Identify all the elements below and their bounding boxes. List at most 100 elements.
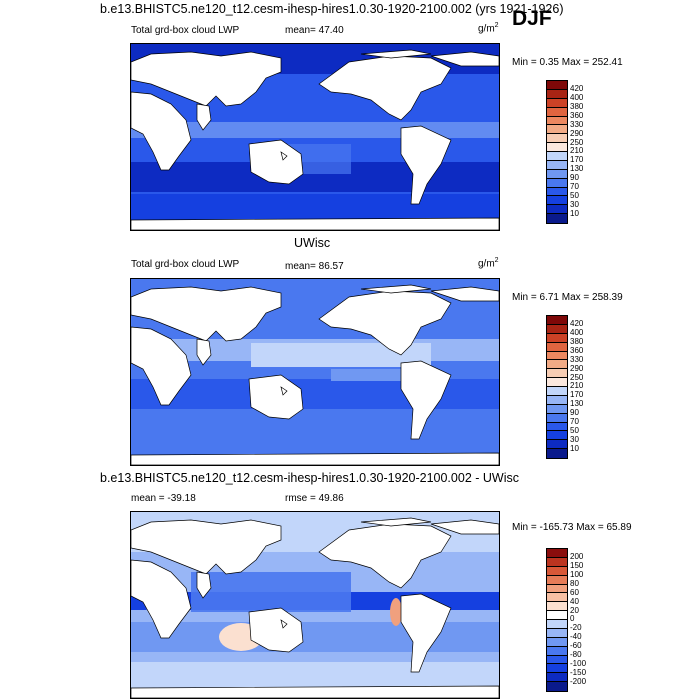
panel2-colorbar-swatch xyxy=(547,316,567,325)
panel3-colorbar-swatch xyxy=(547,637,567,647)
panel2-mean-label: mean= 86.57 xyxy=(285,261,344,272)
panel1-colorbar-labels: 420 400 380 360 330 290 250 210 170 130 … xyxy=(570,84,610,226)
panel2-colorbar-tick: 30 xyxy=(570,434,579,444)
panel3-colorbar-swatch xyxy=(547,664,567,674)
panel3-heading: b.e13.BHISTC5.ne120_t12.cesm-ihesp-hires… xyxy=(100,471,519,485)
panel2-colorbar-tick: 380 xyxy=(570,337,584,347)
panel2-colorbar-swatch xyxy=(547,387,567,396)
panel3-colorbar-tick: 40 xyxy=(570,596,579,606)
panel2-colorbar-swatch xyxy=(547,360,567,370)
panel1-minmax-label: Min = 0.35 Max = 252.41 xyxy=(512,57,623,68)
panel3-colorbar-tick: 200 xyxy=(570,552,584,562)
panel1-colorbar xyxy=(546,80,568,224)
panel2-colorbar-tick: 170 xyxy=(570,390,584,400)
panel3-colorbar-tick: 150 xyxy=(570,561,584,571)
panel3-colorbar-tick: 80 xyxy=(570,578,579,588)
panel3-colorbar xyxy=(546,548,568,692)
case-title: b.e13.BHISTC5.ne120_t12.cesm-ihesp-hires… xyxy=(100,2,564,16)
panel1-colorbar-swatch xyxy=(547,98,567,108)
panel2-map xyxy=(130,278,500,466)
panel3-colorbar-swatch xyxy=(547,584,567,594)
panel3-colorbar-swatch xyxy=(547,682,567,691)
panel1-map-graphic xyxy=(131,44,499,230)
panel3-colorbar-tick: 20 xyxy=(570,605,579,615)
panel3-colorbar-swatch xyxy=(547,566,567,576)
panel3-map xyxy=(130,511,500,699)
panel3-colorbar-swatch xyxy=(547,655,567,665)
panel1-colorbar-swatch xyxy=(547,160,567,170)
panel1-colorbar-swatch xyxy=(547,125,567,135)
panel3-colorbar-tick: -40 xyxy=(570,632,582,642)
panel2-colorbar-swatch xyxy=(547,369,567,379)
panel1-colorbar-tick: 90 xyxy=(570,173,579,183)
panel2-colorbar-swatch xyxy=(547,413,567,423)
panel1-colorbar-swatch xyxy=(547,152,567,161)
panel1-colorbar-swatch xyxy=(547,214,567,223)
panel2-colorbar-swatch xyxy=(547,342,567,352)
panel3-colorbar-tick: 60 xyxy=(570,587,579,597)
panel2-colorbar-tick: 420 xyxy=(570,319,584,329)
panel3-colorbar-swatch xyxy=(547,557,567,567)
panel2-colorbar-tick: 290 xyxy=(570,363,584,373)
panel2-colorbar-swatch xyxy=(547,404,567,414)
panel3-map-graphic xyxy=(131,512,499,698)
panel1-colorbar-tick: 360 xyxy=(570,110,584,120)
panel3-colorbar-swatch xyxy=(547,646,567,656)
panel1-colorbar-swatch xyxy=(547,89,567,99)
panel3-rmse-label: rmse = 49.86 xyxy=(285,493,344,504)
panel2-colorbar-swatch xyxy=(547,378,567,387)
panel3-colorbar-tick: -100 xyxy=(570,658,587,668)
panel3-colorbar-swatch xyxy=(547,673,567,683)
panel2-colorbar-swatch xyxy=(547,440,567,450)
panel1-colorbar-tick: 70 xyxy=(570,181,579,191)
panel3-colorbar-swatch xyxy=(547,602,567,612)
panel1-colorbar-tick: 420 xyxy=(570,84,584,94)
panel2-colorbar-tick: 10 xyxy=(570,443,579,453)
panel2-units-label: g/m2 xyxy=(478,257,499,270)
panel3-colorbar-swatch xyxy=(547,593,567,603)
panel3-colorbar-tick: -200 xyxy=(570,676,587,686)
panel1-colorbar-tick: 290 xyxy=(570,128,584,138)
panel2-colorbar-tick: 50 xyxy=(570,425,579,435)
panel2-colorbar-swatch xyxy=(547,431,567,441)
panel2-variable-label: Total grd-box cloud LWP xyxy=(131,259,240,270)
panel1-colorbar-tick: 330 xyxy=(570,119,584,129)
panel3-colorbar-swatch xyxy=(547,549,567,558)
panel3-colorbar-tick: 0 xyxy=(570,614,575,624)
panel3-colorbar-swatch xyxy=(547,575,567,585)
panel2-colorbar xyxy=(546,315,568,459)
panel2-colorbar-swatch xyxy=(547,351,567,361)
panel3-colorbar-tick: -60 xyxy=(570,641,582,651)
panel2-colorbar-labels: 420 400 380 360 330 290 250 210 170 130 … xyxy=(570,319,610,461)
panel3-mean-label: mean = -39.18 xyxy=(131,493,196,504)
panel1-colorbar-swatch xyxy=(547,196,567,206)
panel2-colorbar-tick: 330 xyxy=(570,354,584,364)
panel2-colorbar-swatch xyxy=(547,449,567,458)
panel1-colorbar-swatch xyxy=(547,134,567,144)
panel3-colorbar-tick: -20 xyxy=(570,623,582,633)
panel1-colorbar-tick: 130 xyxy=(570,164,584,174)
panel2-colorbar-tick: 250 xyxy=(570,372,584,382)
panel2-colorbar-tick: 210 xyxy=(570,381,584,391)
panel3-colorbar-tick: -80 xyxy=(570,649,582,659)
panel1-colorbar-tick: 50 xyxy=(570,190,579,200)
panel2-colorbar-swatch xyxy=(547,324,567,334)
panel3-colorbar-tick: -150 xyxy=(570,667,587,677)
panel1-colorbar-tick: 30 xyxy=(570,199,579,209)
panel1-colorbar-tick: 250 xyxy=(570,137,584,147)
panel2-colorbar-tick: 90 xyxy=(570,408,579,418)
panel1-colorbar-tick: 170 xyxy=(570,155,584,165)
panel1-variable-label: Total grd-box cloud LWP xyxy=(131,25,240,36)
panel3-colorbar-swatch xyxy=(547,628,567,638)
panel1-colorbar-swatch xyxy=(547,107,567,117)
panel1-colorbar-tick: 10 xyxy=(570,208,579,218)
panel2-minmax-label: Min = 6.71 Max = 258.39 xyxy=(512,292,623,303)
panel1-colorbar-swatch xyxy=(547,116,567,126)
panel3-colorbar-swatch xyxy=(547,611,567,620)
panel1-colorbar-swatch xyxy=(547,178,567,188)
panel1-colorbar-tick: 400 xyxy=(570,93,584,103)
panel1-colorbar-tick: 380 xyxy=(570,102,584,112)
panel3-colorbar-tick: 100 xyxy=(570,570,584,580)
panel2-colorbar-tick: 130 xyxy=(570,399,584,409)
panel2-colorbar-swatch xyxy=(547,333,567,343)
